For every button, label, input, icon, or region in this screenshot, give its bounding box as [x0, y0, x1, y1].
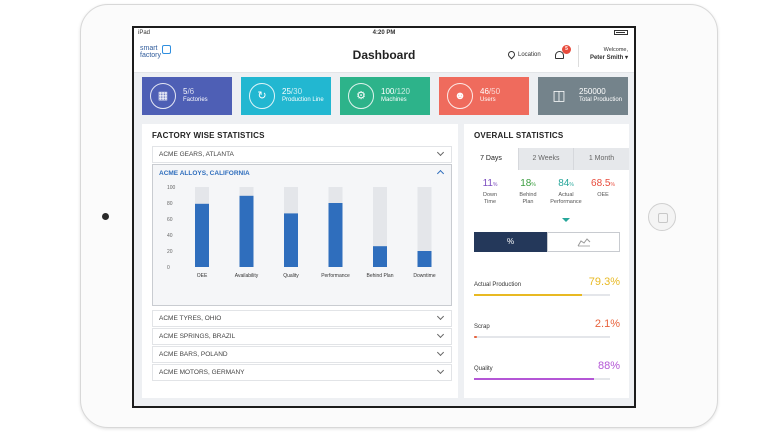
chart-view-button[interactable]	[547, 232, 620, 252]
stat-actual-performance[interactable]: 84% Actual Performance	[546, 178, 586, 222]
stat-down-time[interactable]: 11% Down Time	[482, 178, 498, 205]
card-factories[interactable]: ▦ 5/6 Factories	[142, 77, 232, 115]
factory-row-acme-tyres[interactable]: ACME TYRES, OHIO	[152, 310, 452, 327]
users-icon: ☻	[447, 83, 473, 109]
factory-panel-title: FACTORY WISE STATISTICS	[152, 131, 265, 140]
progress-fill	[474, 378, 594, 380]
carrier-label: iPad	[138, 30, 151, 36]
bell-icon	[555, 51, 564, 59]
view-toggle: %	[474, 232, 620, 252]
logo-cube-icon	[162, 45, 171, 54]
total-production-icon: ◫	[552, 87, 566, 103]
bar-availability[interactable]	[239, 195, 254, 267]
status-bar: iPad 4:20 PM	[134, 28, 634, 39]
factory-row-acme-motors[interactable]: ACME MOTORS, GERMANY	[152, 364, 452, 381]
metric-quality: Quality 88%	[474, 360, 620, 380]
progress-track	[474, 294, 610, 296]
app-header: smart factory Dashboard Location 5 Welco…	[134, 39, 634, 73]
chevron-down-icon	[436, 366, 445, 375]
factory-row-acme-springs[interactable]: ACME SPRINGS, BRAZIL	[152, 328, 452, 345]
percent-view-button[interactable]: %	[474, 232, 547, 252]
x-tick-label: Performance	[321, 273, 350, 279]
notification-button[interactable]: 5	[555, 45, 571, 60]
tab-2-weeks[interactable]: 2 Weeks	[519, 148, 574, 170]
card-production-line[interactable]: ↻ 25/30 Production Line	[241, 77, 331, 115]
x-tick-label: Availability	[235, 273, 259, 279]
chevron-down-icon	[436, 330, 445, 339]
factory-statistics-panel: FACTORY WISE STATISTICS ACME GEARS, ATLA…	[142, 124, 458, 398]
x-tick-label: Downtime	[413, 273, 435, 279]
y-tick-label: 40	[167, 233, 173, 239]
location-pin-icon	[506, 49, 517, 60]
tab-7-days[interactable]: 7 Days	[464, 148, 519, 170]
selected-indicator	[562, 218, 570, 222]
x-tick-label: OEE	[197, 273, 208, 279]
bar-quality[interactable]	[284, 213, 298, 267]
home-button[interactable]	[648, 203, 676, 231]
machines-icon: ⚙	[348, 83, 374, 109]
expanded-factory-title: ACME ALLOYS, CALIFORNIA	[159, 170, 250, 177]
metric-actual-production: Actual Production 79.3%	[474, 276, 620, 296]
user-name: Peter Smith	[589, 55, 624, 61]
battery-icon	[614, 30, 628, 36]
factory-bar-chart: 0 20 40 60 80 100 OEE Availability Quality Perfor…	[167, 185, 436, 279]
overall-panel-title: OVERALL STATISTICS	[474, 131, 564, 140]
stat-behind-plan[interactable]: 18% Behind Plan	[519, 178, 537, 205]
metric-scrap: Scrap 2.1%	[474, 318, 620, 338]
overall-statistics-panel: OVERALL STATISTICS 7 Days 2 Weeks 1 Mont…	[464, 124, 629, 398]
status-time: 4:20 PM	[372, 30, 396, 36]
y-tick-label: 80	[167, 201, 173, 207]
factory-row-acme-gears[interactable]: ACME GEARS, ATLANTA	[152, 146, 452, 163]
bar-behind-plan[interactable]	[373, 246, 387, 267]
line-chart-icon	[577, 238, 590, 247]
user-menu[interactable]: Welcome, Peter Smith ▾	[589, 47, 628, 61]
progress-track	[474, 378, 610, 380]
bar-oee[interactable]	[195, 203, 209, 267]
progress-fill	[474, 336, 477, 338]
header-divider	[578, 45, 579, 67]
factory-icon: ▦	[150, 83, 176, 109]
chevron-up-icon	[436, 169, 445, 178]
bar-downtime[interactable]	[417, 251, 432, 267]
collapse-toggle[interactable]	[431, 165, 451, 182]
card-total-production[interactable]: ◫ 250000 Total Production	[538, 77, 628, 115]
camera-icon	[102, 213, 109, 220]
bar-background	[417, 187, 432, 267]
summary-cards: ▦ 5/6 Factories ↻ 25/30 Production Line …	[142, 77, 628, 115]
y-tick-label: 20	[167, 249, 173, 255]
app-screen: iPad 4:20 PM smart factory Dashboard Loc…	[132, 26, 636, 408]
chevron-down-icon	[436, 148, 445, 157]
card-machines[interactable]: ⚙ 100/120 Machines	[340, 77, 430, 115]
chevron-down-icon: ▾	[624, 55, 628, 61]
smart-factory-logo[interactable]: smart factory	[140, 45, 171, 59]
stat-oee[interactable]: 68.5% OEE	[591, 178, 615, 198]
page-title: Dashboard	[352, 48, 416, 62]
x-tick-label: Quality	[283, 273, 299, 279]
notification-badge: 5	[562, 45, 571, 54]
factory-row-acme-bars[interactable]: ACME BARS, POLAND	[152, 346, 452, 363]
y-tick-label: 100	[167, 185, 176, 191]
production-line-icon: ↻	[249, 83, 275, 109]
x-tick-label: Behind Plan	[367, 273, 394, 279]
factory-row-acme-alloys-expanded[interactable]: ACME ALLOYS, CALIFORNIA 0 20 40 60 80 100 OEE A…	[152, 164, 452, 306]
y-tick-label: 60	[167, 217, 173, 223]
chevron-down-icon	[436, 348, 445, 357]
progress-fill	[474, 294, 582, 296]
chevron-down-icon	[436, 312, 445, 321]
card-users[interactable]: ☻ 46/50 Users	[439, 77, 529, 115]
bar-performance[interactable]	[328, 203, 343, 267]
overall-stats: 11% Down Time 18% Behind Plan 84% Actual Pe…	[464, 178, 629, 238]
y-tick-label: 0	[167, 265, 170, 271]
location-button[interactable]: Location	[506, 49, 541, 60]
progress-track	[474, 336, 610, 338]
period-tabs: 7 Days 2 Weeks 1 Month	[464, 148, 629, 170]
tab-1-month[interactable]: 1 Month	[574, 148, 629, 170]
